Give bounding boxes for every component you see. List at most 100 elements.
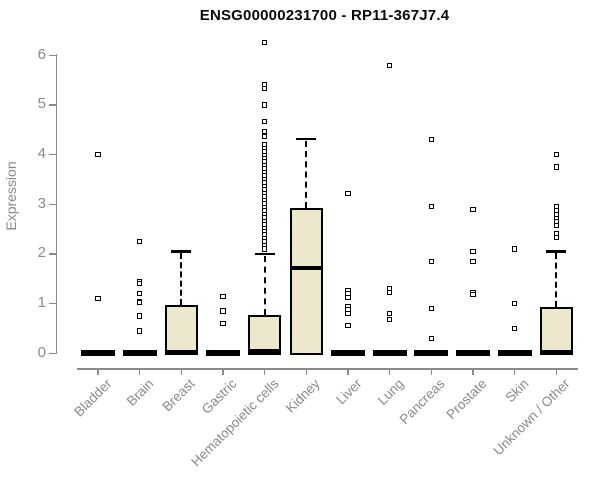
category-label: Gastric	[198, 376, 240, 417]
whisker-cap	[546, 250, 567, 253]
flat-box	[372, 350, 407, 356]
outlier-point	[553, 152, 559, 158]
y-axis-tick	[49, 302, 56, 305]
y-axis-tick-label: 2	[37, 244, 46, 262]
x-axis-tick	[263, 368, 266, 375]
outlier-point	[137, 281, 143, 287]
flat-box	[330, 350, 365, 356]
x-axis-tick	[305, 368, 308, 375]
outlier-point	[345, 190, 351, 196]
category-label: Lung	[374, 376, 407, 408]
x-axis-tick	[222, 368, 224, 375]
box	[289, 208, 323, 355]
y-axis-tick-label: 1	[37, 294, 46, 312]
whisker-cap	[254, 252, 275, 256]
box	[539, 307, 573, 355]
outlier-point	[512, 246, 518, 252]
x-axis-tick	[97, 368, 99, 375]
x-axis-tick	[513, 368, 516, 375]
outlier-point	[262, 134, 268, 140]
x-axis-line	[77, 368, 578, 370]
category-label: Skin	[502, 376, 532, 406]
category-label: Prostate	[443, 376, 490, 423]
x-axis-tick	[430, 368, 433, 375]
x-axis-tick	[180, 368, 183, 375]
flat-box	[205, 350, 240, 356]
y-axis-tick	[49, 352, 56, 355]
outlier-point	[262, 119, 268, 125]
outlier-point	[553, 234, 559, 241]
whisker-line	[263, 255, 266, 315]
outlier-point	[470, 292, 476, 298]
outlier-point	[470, 248, 476, 255]
outlier-point	[553, 164, 559, 170]
outlier-point	[262, 85, 268, 92]
flat-box	[414, 350, 449, 356]
outlier-point	[345, 310, 351, 317]
x-axis-tick	[138, 368, 141, 375]
outlier-point	[470, 258, 476, 264]
flat-box	[497, 350, 532, 356]
outlier-point	[137, 300, 143, 306]
x-axis-tick	[472, 368, 474, 375]
outlier-point	[262, 40, 268, 46]
whisker-cap	[296, 137, 317, 140]
outlier-point	[470, 206, 476, 212]
whisker-line	[555, 253, 558, 308]
x-axis-tick	[347, 368, 349, 375]
outlier-point	[95, 296, 101, 302]
chart-title: ENSG00000231700 - RP11-367J7.4	[199, 7, 450, 24]
median-line	[289, 265, 323, 271]
flat-box	[455, 350, 490, 356]
outlier-point	[428, 137, 434, 143]
outlier-point	[137, 238, 143, 245]
x-axis-tick	[388, 368, 391, 375]
outlier-point	[262, 246, 268, 252]
y-axis-tick	[49, 253, 56, 255]
y-axis-tick	[49, 104, 56, 106]
category-label: Unknown / Other	[490, 376, 573, 459]
y-axis-tick-label: 3	[37, 194, 46, 212]
box	[248, 314, 282, 355]
whisker-line	[305, 140, 308, 209]
outlier-point	[387, 310, 393, 317]
outlier-point	[220, 293, 226, 299]
outlier-point	[512, 325, 518, 332]
outlier-point	[220, 308, 226, 314]
y-axis-tick-label: 6	[37, 45, 46, 63]
outlier-point	[387, 290, 393, 296]
box	[164, 305, 198, 355]
y-axis-tick	[49, 203, 56, 206]
outlier-point	[428, 204, 434, 210]
median-line	[539, 349, 573, 354]
y-axis-tick-label: 5	[37, 95, 46, 113]
y-axis-tick-label: 0	[37, 343, 46, 361]
outlier-point	[262, 129, 268, 135]
outlier-point	[553, 222, 559, 228]
y-axis-tick	[49, 153, 56, 156]
outlier-point	[387, 62, 393, 68]
whisker-cap	[171, 250, 192, 253]
y-axis-tick	[49, 54, 56, 57]
y-axis-line	[55, 54, 57, 354]
outlier-point	[262, 102, 268, 108]
category-label: Bladder	[71, 376, 115, 420]
whisker-line	[180, 253, 183, 306]
outlier-point	[387, 316, 393, 323]
median-line	[248, 349, 282, 354]
outlier-point	[137, 291, 143, 297]
category-label: Kidney	[283, 376, 323, 416]
flat-box	[122, 350, 157, 356]
outlier-point	[137, 313, 143, 319]
outlier-point	[95, 152, 101, 158]
y-axis-tick-label: 4	[37, 145, 46, 163]
outlier-point	[220, 320, 226, 327]
x-axis-tick	[555, 368, 557, 375]
outlier-point	[428, 258, 434, 264]
median-line	[164, 350, 198, 355]
flat-box	[81, 350, 115, 356]
outlier-point	[428, 305, 434, 312]
outlier-point	[512, 301, 518, 307]
